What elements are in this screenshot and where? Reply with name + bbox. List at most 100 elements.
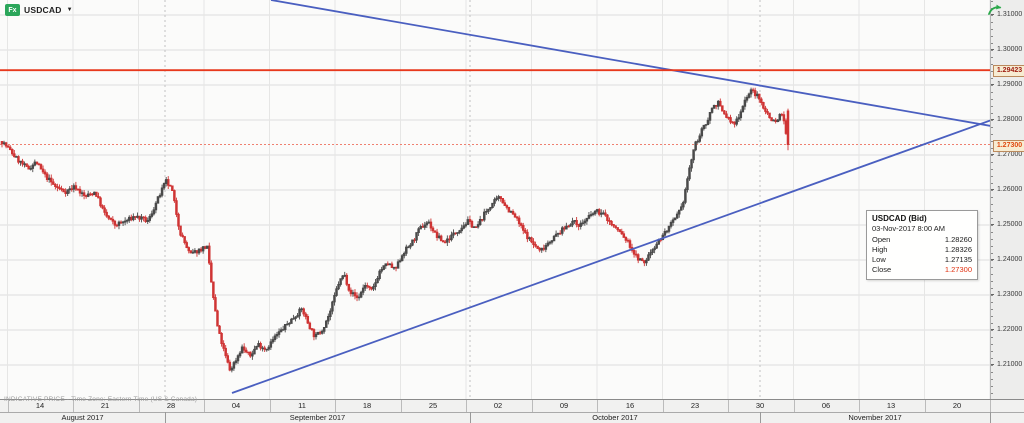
day-cell-border bbox=[73, 400, 74, 412]
price-axis-minor-tick bbox=[991, 302, 993, 303]
time-axis-day-label: 02 bbox=[493, 401, 503, 410]
tooltip-row-low: Low 1.27135 bbox=[872, 255, 972, 264]
tooltip-title: USDCAD (Bid) bbox=[872, 214, 927, 223]
price-axis[interactable]: 1.31000 1.30000 1.29000 1.28000 1.27000 1.260… bbox=[990, 0, 1024, 399]
up-candles bbox=[2, 87, 782, 373]
month-cell: November 2017 bbox=[760, 412, 991, 423]
day-cell-border bbox=[662, 400, 664, 412]
price-axis-minor-tick bbox=[991, 204, 993, 205]
price-axis-minor-tick bbox=[991, 64, 993, 65]
day-cell-border bbox=[728, 400, 729, 412]
price-axis-minor-tick bbox=[991, 0, 993, 2]
day-cell-border bbox=[335, 400, 336, 412]
time-axis-day-label: 25 bbox=[428, 401, 438, 410]
price-axis-minor-tick bbox=[991, 127, 993, 128]
price-axis-minor-tick bbox=[991, 92, 993, 93]
price-axis-minor-tick bbox=[991, 288, 993, 289]
price-axis-minor-tick bbox=[991, 78, 993, 79]
time-axis-day-label: 23 bbox=[690, 401, 700, 410]
time-axis-day-label: 06 bbox=[821, 401, 831, 410]
price-axis-minor-tick bbox=[991, 274, 993, 275]
time-axis-day-label: 14 bbox=[35, 401, 45, 410]
tooltip-datetime: 03-Nov-2017 8:00 AM bbox=[872, 224, 945, 233]
price-axis-minor-tick bbox=[991, 50, 993, 51]
price-axis-minor-tick bbox=[991, 386, 993, 387]
time-axis-day-label: 28 bbox=[166, 401, 176, 410]
time-axis-day-label: 18 bbox=[362, 401, 372, 410]
price-axis-minor-tick bbox=[991, 71, 993, 72]
day-cell-border bbox=[269, 400, 271, 412]
symbol-selector[interactable]: Fx USDCAD ▼ bbox=[5, 4, 73, 16]
price-axis-minor-tick bbox=[991, 183, 993, 184]
price-axis-minor-tick bbox=[991, 190, 993, 191]
price-axis-minor-tick bbox=[991, 358, 993, 359]
time-axis-day-label: 16 bbox=[625, 401, 635, 410]
ohlc-tooltip: USDCAD (Bid) 03-Nov-2017 8:00 AM Open 1.2… bbox=[866, 210, 978, 280]
time-axis[interactable]: 14 21 28 04 11 18 25 02 09 16 23 30 06 13 20 August 20… bbox=[0, 399, 1024, 423]
day-cell-border bbox=[859, 400, 860, 412]
month-cell: September 2017 bbox=[165, 412, 471, 423]
price-axis-minor-tick bbox=[991, 393, 993, 394]
day-cell-border bbox=[7, 400, 9, 412]
price-axis-minor-tick bbox=[991, 113, 993, 114]
time-axis-month-label: November 2017 bbox=[848, 413, 902, 422]
price-axis-minor-tick bbox=[991, 155, 993, 156]
month-cell: August 2017 bbox=[0, 412, 166, 423]
time-axis-month-row: August 2017 September 2017 October 2017 Nov… bbox=[0, 412, 1024, 423]
chart-canvas[interactable] bbox=[0, 0, 990, 399]
price-axis-minor-tick bbox=[991, 267, 993, 268]
tooltip-row-high: High 1.28326 bbox=[872, 245, 972, 254]
price-axis-minor-tick bbox=[991, 197, 993, 198]
month-cell: October 2017 bbox=[470, 412, 761, 423]
price-axis-minor-tick bbox=[991, 162, 993, 163]
price-axis-minor-tick bbox=[991, 134, 993, 135]
price-axis-minor-tick bbox=[991, 22, 993, 23]
price-axis-minor-tick bbox=[991, 29, 993, 30]
price-axis-minor-tick bbox=[991, 57, 993, 58]
tooltip-row-open: Open 1.28260 bbox=[872, 235, 972, 244]
time-axis-month-label: September 2017 bbox=[289, 413, 346, 422]
price-axis-minor-tick bbox=[991, 211, 993, 212]
time-axis-day-row: 14 21 28 04 11 18 25 02 09 16 23 30 06 13 20 bbox=[0, 400, 1024, 413]
price-axis-minor-tick bbox=[991, 344, 993, 345]
symbol-name: USDCAD bbox=[24, 5, 62, 15]
trendline-descending-resistance[interactable] bbox=[270, 0, 990, 130]
time-axis-day-label: 21 bbox=[100, 401, 110, 410]
price-axis-minor-tick bbox=[991, 330, 993, 331]
price-axis-minor-tick bbox=[991, 295, 993, 296]
time-axis-month-label: August 2017 bbox=[61, 413, 104, 422]
price-axis-minor-tick bbox=[991, 246, 993, 247]
indicative-price-note: INDICATIVE PRICE - Time Zone: Eastern Ti… bbox=[4, 396, 198, 403]
fx-badge-icon: Fx bbox=[5, 4, 20, 16]
price-axis-minor-tick bbox=[991, 218, 993, 219]
price-axis-minor-tick bbox=[991, 281, 993, 282]
day-cell-border bbox=[138, 400, 140, 412]
price-axis-minor-tick bbox=[991, 148, 993, 149]
price-axis-minor-tick bbox=[991, 379, 993, 380]
price-axis-minor-tick bbox=[991, 43, 993, 44]
price-level-label-resistance: 1.29423 bbox=[993, 65, 1024, 78]
price-axis-minor-tick bbox=[991, 225, 993, 226]
day-cell-border bbox=[924, 400, 926, 412]
price-axis-minor-tick bbox=[991, 372, 993, 373]
price-axis-minor-tick bbox=[991, 15, 993, 16]
price-axis-minor-tick bbox=[991, 169, 993, 170]
time-axis-day-label: 30 bbox=[755, 401, 765, 410]
time-axis-day-label: 09 bbox=[559, 401, 569, 410]
day-cell-border bbox=[466, 400, 467, 412]
day-cell-border bbox=[597, 400, 598, 412]
chevron-down-icon[interactable]: ▼ bbox=[66, 7, 73, 13]
jump-to-latest-icon[interactable] bbox=[988, 2, 1004, 16]
time-axis-day-label: 20 bbox=[952, 401, 962, 410]
day-cell-border bbox=[400, 400, 402, 412]
day-cell-border bbox=[990, 400, 991, 412]
price-axis-minor-tick bbox=[991, 106, 993, 107]
day-cell-border bbox=[793, 400, 795, 412]
time-axis-day-label: 04 bbox=[231, 401, 241, 410]
price-axis-minor-tick bbox=[991, 36, 993, 37]
price-level-label-current_price: 1.27300 bbox=[993, 139, 1024, 152]
trendline-ascending-support[interactable] bbox=[231, 112, 990, 394]
price-axis-minor-tick bbox=[991, 99, 993, 100]
price-axis-minor-tick bbox=[991, 85, 993, 86]
